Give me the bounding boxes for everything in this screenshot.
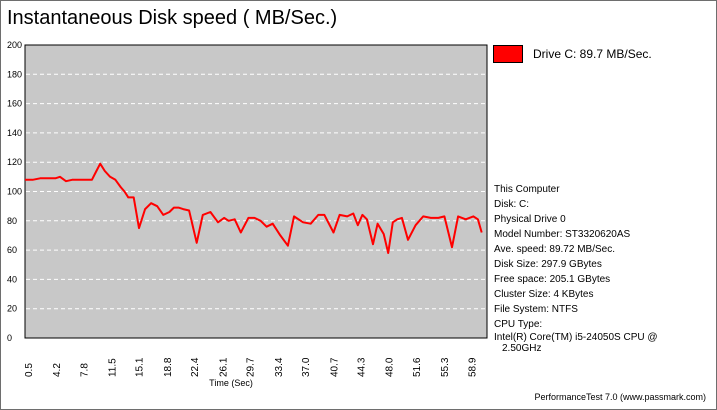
x-tick-label: 44.3 <box>357 357 368 377</box>
info-model-number: Model Number: ST3320620AS <box>494 229 631 240</box>
y-tick-label: 0 <box>7 333 12 343</box>
x-tick-label: 4.2 <box>52 363 63 377</box>
plot-area <box>24 44 488 339</box>
legend-label: Drive C: 89.7 MB/Sec. <box>533 47 652 61</box>
x-tick-label: 15.1 <box>135 357 146 377</box>
x-tick-label: 29.7 <box>246 357 257 377</box>
info-cpu-type-label: CPU Type: <box>494 319 543 330</box>
series-line <box>25 162 483 254</box>
y-tick-label: 120 <box>7 157 22 167</box>
info-free-space: Free space: 205.1 GBytes <box>494 274 611 285</box>
x-tick-label: 55.3 <box>440 357 451 377</box>
x-tick-label: 37.0 <box>301 357 312 377</box>
y-tick-label: 60 <box>7 245 17 255</box>
y-tick-label: 100 <box>7 187 22 197</box>
info-file-system: File System: NTFS <box>494 304 578 315</box>
system-info-panel: This Computer Disk: C: Physical Drive 0 … <box>494 182 658 354</box>
y-tick-label: 80 <box>7 216 17 226</box>
legend: Drive C: 89.7 MB/Sec. <box>493 45 652 63</box>
x-tick-label: 51.6 <box>412 357 423 377</box>
info-physical-drive: Physical Drive 0 <box>494 214 566 225</box>
y-tick-label: 200 <box>7 40 22 50</box>
x-tick-label: 0.5 <box>24 363 35 377</box>
x-tick-label: 40.7 <box>329 357 340 377</box>
x-tick-label: 33.4 <box>274 357 285 377</box>
x-tick-label: 11.5 <box>107 358 118 377</box>
x-tick-label: 26.1 <box>218 357 229 377</box>
legend-swatch <box>493 45 523 63</box>
info-cluster-size: Cluster Size: 4 KBytes <box>494 289 594 300</box>
x-tick-label: 7.8 <box>79 363 90 377</box>
y-tick-label: 160 <box>7 99 22 109</box>
chart-title: Instantaneous Disk speed ( MB/Sec.) <box>7 7 338 29</box>
info-average-speed: Ave. speed: 89.72 MB/Sec. <box>494 244 616 255</box>
info-cpu-type-value: Intel(R) Core(TM) i5-24050S CPU @ <box>494 332 658 343</box>
info-cpu-clock: 2.50GHz <box>502 343 542 354</box>
y-tick-label: 40 <box>7 274 17 284</box>
x-axis-label: Time (Sec) <box>209 378 253 388</box>
info-disk-size: Disk Size: 297.9 GBytes <box>494 259 602 270</box>
y-tick-label: 140 <box>7 128 22 138</box>
info-disk: Disk: C: <box>494 199 529 210</box>
x-tick-label: 48.0 <box>385 357 396 377</box>
x-tick-label: 58.9 <box>468 357 479 377</box>
info-computer: This Computer <box>494 184 560 195</box>
x-tick-label: 22.4 <box>190 357 201 377</box>
footer-credit: PerformanceTest 7.0 (www.passmark.com) <box>534 392 706 402</box>
y-tick-label: 180 <box>7 69 22 79</box>
x-tick-label: 18.8 <box>163 357 174 377</box>
y-tick-label: 20 <box>7 304 17 314</box>
